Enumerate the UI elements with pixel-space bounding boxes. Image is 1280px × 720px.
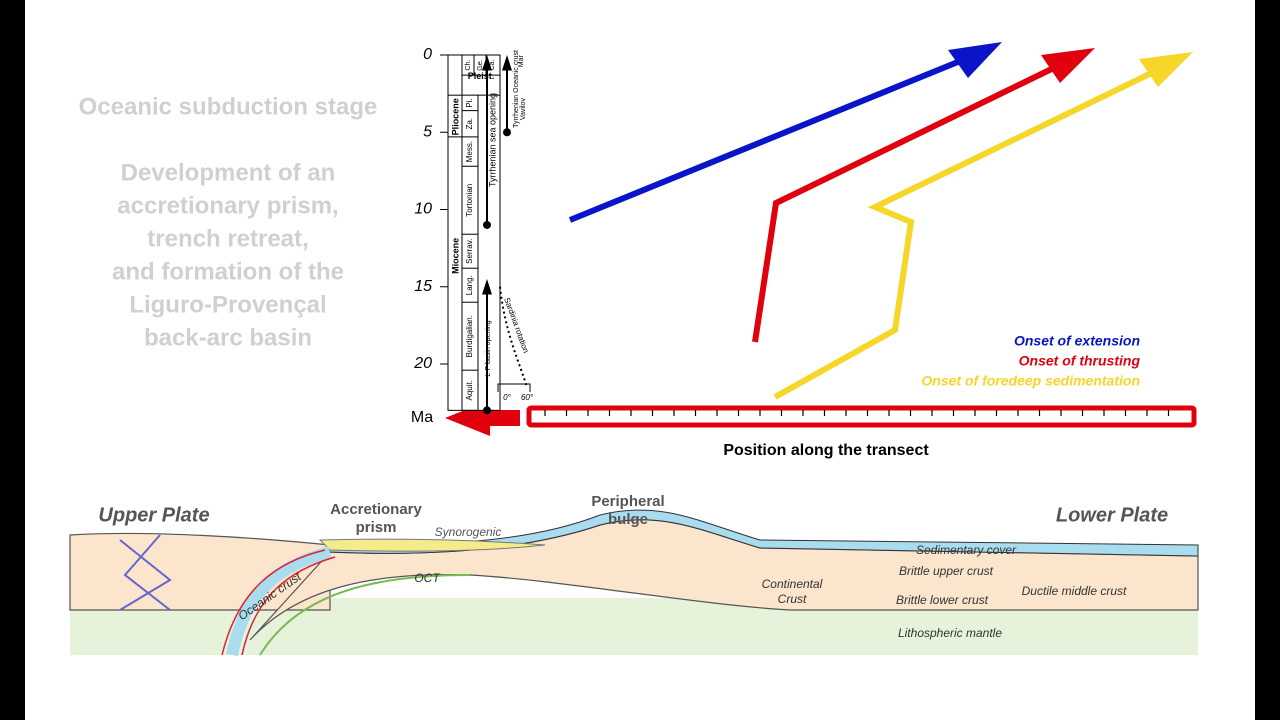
slab-base bbox=[259, 574, 471, 656]
section-label: OCT bbox=[414, 571, 441, 585]
transect-bar bbox=[526, 405, 1197, 428]
section-label: Accretionary prism bbox=[330, 501, 422, 536]
transect-label: Position along the transect bbox=[723, 442, 929, 459]
extension-arrow bbox=[568, 52, 977, 223]
rotation-scale bbox=[497, 383, 531, 392]
label-line: Peripheral bbox=[591, 493, 664, 510]
event-dot bbox=[483, 220, 491, 229]
label-line: Crust bbox=[778, 592, 807, 606]
subducting-slab-line bbox=[221, 549, 326, 656]
transect-ticks bbox=[544, 410, 1170, 416]
epoch-label: Miocene bbox=[450, 238, 460, 274]
event-dot bbox=[503, 128, 511, 137]
section-label: Lithospheric mantle bbox=[898, 626, 1002, 640]
section-label: Sedimentary cover bbox=[916, 543, 1017, 557]
scale-label: 60° bbox=[521, 393, 534, 402]
description-line: and formation of the bbox=[112, 258, 344, 285]
rotation-curve bbox=[499, 286, 528, 388]
section-label: Upper Plate bbox=[98, 504, 209, 526]
time-tick-label: 20 bbox=[413, 355, 432, 372]
section-label: Synorogenic bbox=[435, 525, 502, 539]
stage-column bbox=[461, 54, 501, 411]
legend-entry: Onset of extension bbox=[1014, 333, 1140, 349]
event-dot bbox=[483, 406, 491, 415]
legend-entry: Onset of thrusting bbox=[1019, 353, 1141, 369]
stage-label: Za. bbox=[465, 118, 474, 130]
cross-section bbox=[69, 509, 1199, 657]
subducting-slab-line bbox=[241, 556, 336, 656]
event-arrow bbox=[482, 279, 492, 295]
description-line: back-arc basin bbox=[144, 324, 312, 351]
onset-arrows bbox=[568, 42, 1193, 400]
time-unit: Ma bbox=[411, 409, 433, 426]
section-label: Ductile middle crust bbox=[1022, 584, 1127, 598]
stage-label: Ca. bbox=[489, 60, 496, 71]
thrusting-arrow bbox=[752, 58, 1070, 343]
event-label: Mar bbox=[518, 54, 525, 67]
event-label: Tyrrhenian sea opening bbox=[487, 93, 497, 187]
time-tick-label: 5 bbox=[423, 123, 432, 140]
stage-label: Aquit. bbox=[465, 380, 474, 400]
stage-label: Tortonian bbox=[465, 184, 474, 217]
event-label: L-P basin opening bbox=[485, 320, 492, 376]
section-label: Brittle lower crust bbox=[896, 593, 989, 607]
event-label: Vavilov bbox=[520, 98, 527, 121]
stage-label: Ch. bbox=[465, 60, 472, 71]
arrow-head bbox=[1139, 52, 1193, 87]
label-line: prism bbox=[356, 519, 397, 536]
section-label: Brittle upper crust bbox=[899, 564, 994, 578]
section-label: Peripheral bulge bbox=[591, 493, 664, 528]
time-tick-label: 0 bbox=[423, 46, 432, 63]
description-line: Development of an bbox=[121, 159, 336, 186]
event-arrow bbox=[502, 55, 512, 71]
stage-label: Serrav. bbox=[465, 239, 474, 264]
synorogenic-wedge bbox=[318, 538, 546, 552]
stage-label: Pi. bbox=[465, 98, 474, 107]
foredeep-arrow bbox=[773, 63, 1168, 400]
description-line: Liguro-Provençal bbox=[129, 291, 326, 318]
stage-label: Lang. bbox=[465, 275, 474, 295]
upper-plate-faults bbox=[119, 534, 172, 611]
time-tick-label: 15 bbox=[414, 278, 432, 295]
event-label: Tyrrhenian Oceanic crust bbox=[513, 50, 520, 128]
epoch-label: Pliocene bbox=[450, 98, 460, 135]
time-arrow bbox=[445, 400, 520, 436]
legend-entry: Onset of foredeep sedimentation bbox=[921, 373, 1140, 389]
label-line: Accretionary bbox=[330, 501, 422, 518]
section-label: Lower Plate bbox=[1056, 504, 1168, 526]
epoch-label: Pleist. bbox=[468, 71, 495, 81]
scale-label: 0° bbox=[503, 393, 511, 402]
event-arrow bbox=[482, 55, 492, 71]
arrow-head bbox=[948, 42, 1002, 78]
stage-label: Mess. bbox=[465, 141, 474, 162]
timescale-column bbox=[440, 54, 531, 415]
stage-title: Oceanic subduction stage bbox=[79, 93, 378, 120]
description-line: trench retreat, bbox=[147, 225, 308, 252]
section-label: Continental Crust bbox=[762, 577, 823, 606]
arrow-head bbox=[1041, 48, 1095, 83]
time-tick-label: 10 bbox=[414, 201, 432, 218]
description-line: accretionary prism, bbox=[117, 192, 338, 219]
label-line: Continental bbox=[762, 577, 823, 591]
stage-label: Burdigalian. bbox=[465, 315, 474, 357]
subducting-sediment bbox=[226, 546, 332, 657]
stage-label: Ge. bbox=[477, 59, 484, 70]
label-line: bulge bbox=[608, 511, 648, 528]
